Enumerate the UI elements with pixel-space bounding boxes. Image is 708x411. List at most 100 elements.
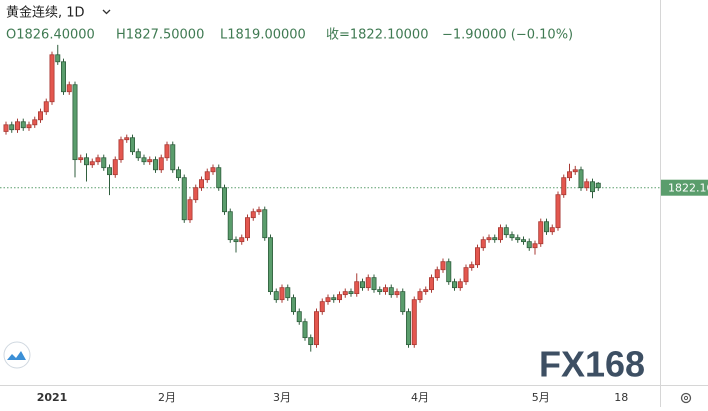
- candle-body: [20, 121, 26, 129]
- candle-body: [578, 169, 584, 189]
- candle-body: [377, 289, 383, 293]
- candle-body: [480, 239, 486, 249]
- x-tick-label: 5月: [532, 391, 550, 404]
- candle-body: [544, 221, 550, 233]
- candle-body: [141, 157, 147, 163]
- candle-body: [451, 281, 457, 289]
- candle-body: [492, 237, 498, 241]
- candle-body: [561, 177, 567, 196]
- ohlc-legend-item: O1826.40000: [6, 28, 95, 43]
- candle-body: [428, 277, 434, 291]
- candle-body: [469, 264, 475, 269]
- candle-body: [405, 311, 411, 346]
- candle-body: [584, 181, 590, 189]
- candle-body: [107, 167, 113, 176]
- candle-body: [78, 157, 84, 161]
- candle-body: [72, 84, 78, 161]
- candle-body: [152, 159, 158, 171]
- candle-body: [400, 291, 406, 313]
- interval-menu[interactable]: [102, 9, 111, 15]
- candle-body: [331, 297, 337, 301]
- candle-body: [590, 181, 596, 193]
- ohlc-legend-item: −1.90000 (−0.10%): [442, 28, 573, 43]
- plot: [0, 44, 660, 352]
- candle-body: [365, 277, 371, 289]
- candle-body: [216, 167, 222, 189]
- candle-body: [112, 159, 118, 176]
- candle-body: [267, 237, 273, 293]
- candle-body: [66, 84, 72, 93]
- candle-body: [9, 124, 15, 131]
- candle-body: [463, 267, 469, 283]
- candle-body: [302, 321, 308, 339]
- watermark: FX168: [539, 344, 645, 385]
- chart-title: 黄金连续, 1D: [6, 5, 85, 21]
- candle-body: [49, 54, 55, 103]
- candle-body: [486, 237, 492, 241]
- candle-body: [595, 182, 601, 189]
- candle-body: [256, 209, 262, 213]
- candle-body: [325, 297, 331, 303]
- ohlc-legend-item: 收=1822.10000: [326, 28, 428, 43]
- settings[interactable]: [680, 392, 692, 404]
- candle-body: [572, 169, 578, 173]
- candle-body: [95, 157, 101, 163]
- candle-body: [526, 241, 532, 249]
- last-price-label: 1822.10: [668, 182, 708, 195]
- candle-body: [567, 171, 573, 179]
- x-tick-label: 4月: [411, 391, 429, 404]
- candle-body: [388, 287, 394, 296]
- candle-body: [532, 243, 538, 249]
- candle-body: [503, 227, 509, 236]
- candle-body: [244, 217, 250, 239]
- candle-body: [61, 61, 67, 93]
- candle-body: [348, 291, 354, 295]
- candle-body: [515, 237, 521, 241]
- candle-body: [371, 277, 377, 291]
- candle-body: [164, 144, 170, 159]
- candle-body: [457, 281, 463, 289]
- candle-body: [382, 287, 388, 293]
- candle-body: [549, 227, 555, 233]
- candle-body: [193, 187, 199, 201]
- candle-body: [210, 167, 216, 173]
- candle-body: [434, 269, 440, 279]
- candle-body: [26, 124, 32, 129]
- candle-body: [474, 247, 480, 266]
- candle-body: [359, 281, 365, 289]
- candle-body: [89, 161, 95, 166]
- candle-body: [423, 289, 429, 293]
- candle-body: [43, 101, 49, 113]
- candle-body: [336, 294, 342, 301]
- candle-body: [84, 157, 90, 166]
- candle-body: [147, 159, 153, 163]
- candle-body: [3, 124, 9, 132]
- candle-body: [509, 234, 515, 239]
- candle-body: [239, 237, 245, 243]
- candle-body: [118, 139, 124, 161]
- candle-body: [279, 287, 285, 301]
- ohlc-legend-item: L1819.00000: [220, 28, 306, 43]
- candle-body: [394, 291, 400, 296]
- candle-body: [170, 144, 176, 171]
- candle-body: [221, 187, 227, 213]
- candle-body: [417, 291, 423, 301]
- x-tick-label: 18: [614, 391, 628, 404]
- candle-body: [129, 137, 135, 153]
- candle-body: [227, 211, 233, 241]
- candle-body: [342, 291, 348, 296]
- x-tick-label: 2月: [158, 391, 176, 404]
- candle-body: [497, 227, 503, 241]
- logo: [3, 341, 31, 369]
- candle-body: [14, 121, 20, 131]
- x-tick-label: 3月: [273, 391, 291, 404]
- ohlc-legend-item: H1827.50000: [116, 28, 204, 43]
- candle-body: [555, 194, 561, 229]
- x-tick-label: 2021: [37, 391, 68, 404]
- candle-body: [440, 261, 446, 271]
- ohlc-legend: O1826.40000 H1827.50000 L1819.00000 收=1822.…: [6, 28, 573, 43]
- candle-body: [55, 54, 61, 63]
- candle-body: [313, 311, 319, 346]
